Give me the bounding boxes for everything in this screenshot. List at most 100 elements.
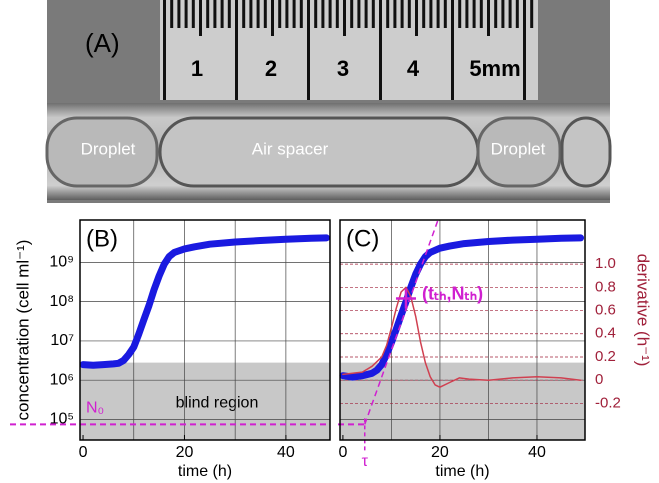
n0-label: N₀ <box>86 400 104 417</box>
x-tick-label: 0 <box>79 444 88 461</box>
ruler-tick <box>292 0 296 28</box>
y-tick-label: 10⁶ <box>50 371 74 388</box>
ruler-tick <box>249 0 253 28</box>
ruler-tick <box>206 0 210 28</box>
region-label: blind region <box>176 395 259 412</box>
y2-tick-label: 0.4 <box>595 325 616 342</box>
ruler-tick <box>508 0 512 28</box>
ruler-tick <box>213 0 217 28</box>
ruler-tick <box>299 0 303 28</box>
ruler-tick <box>501 0 505 28</box>
y-tick-label: 10⁹ <box>49 254 74 271</box>
droplet-shape <box>476 116 562 188</box>
ruler-tick <box>220 0 224 28</box>
ruler-tick <box>458 0 462 28</box>
ruler-tick <box>199 0 202 36</box>
y-tick-label: 10⁸ <box>49 293 74 310</box>
panel-label: (A) <box>85 28 120 58</box>
x-tick-label: 0 <box>338 444 347 461</box>
ruler-label: 5mm <box>469 56 520 81</box>
series-line <box>79 234 330 369</box>
ruler-tick <box>494 0 498 28</box>
ruler-ticks <box>163 0 534 100</box>
ruler-tick <box>350 0 354 28</box>
tau-label: τ <box>362 453 369 470</box>
ruler-tick <box>523 0 526 100</box>
ruler-tick <box>386 0 390 28</box>
ruler-tick <box>407 0 411 28</box>
y2-tick-label: -0.2 <box>595 394 621 411</box>
chart: 0 20 40 -0.2 0 0.2 0.4 0.6 0.8 1.0 τ (tₜₕ,Nₜₕ) (C) ti… <box>338 219 653 480</box>
ruler-tick <box>487 0 490 36</box>
ruler-tick <box>400 0 404 28</box>
ruler-tick <box>163 0 166 100</box>
ruler-label: 1 <box>191 56 203 81</box>
droplet-shape <box>45 116 159 188</box>
threshold-point <box>395 288 416 309</box>
photo-label: Droplet <box>491 139 546 158</box>
y2-tick-label: 0.2 <box>595 348 616 365</box>
x-tick-label: 20 <box>431 444 449 461</box>
x-tick-label: 20 <box>176 444 194 461</box>
ruler-tick <box>343 0 346 36</box>
y-tick-label: 10⁷ <box>50 332 74 349</box>
ruler-tick <box>278 0 282 28</box>
ruler-tick <box>227 0 231 28</box>
ruler-tick <box>451 0 454 100</box>
ruler-tick <box>335 0 339 28</box>
y-axis-label: concentration (cell ml⁻¹) <box>13 240 32 421</box>
photo-label: Droplet <box>81 139 136 158</box>
ruler-tick <box>436 0 440 28</box>
x-axis-label: time (h) <box>178 463 232 480</box>
ruler-tick <box>285 0 289 28</box>
ruler-label: 4 <box>407 56 420 81</box>
ruler-tick <box>465 0 469 28</box>
series-line <box>339 234 585 381</box>
ruler-tick <box>364 0 368 28</box>
y2-axis-label: derivative (h⁻¹) <box>634 254 653 367</box>
ruler-tick <box>371 0 375 28</box>
tangent-line <box>364 219 439 425</box>
ruler-tick <box>314 0 318 28</box>
ruler-tick <box>256 0 260 28</box>
ruler-tick <box>429 0 433 28</box>
y2-tick-label: 0.6 <box>595 302 616 319</box>
ruler-tick <box>307 0 310 100</box>
ruler-label: 3 <box>337 56 349 81</box>
ruler-tick <box>328 0 332 28</box>
y2-tick-label: 0.8 <box>595 278 616 295</box>
ruler-tick <box>443 0 447 28</box>
ruler-tick <box>242 0 246 28</box>
y2-tick-label: 1.0 <box>595 255 616 272</box>
y2-tick-label: 0 <box>595 371 603 388</box>
blind-region <box>340 362 585 440</box>
series-line <box>342 286 582 388</box>
threshold-label: (tₜₕ,Nₜₕ) <box>422 283 483 303</box>
ruler-tick <box>321 0 325 28</box>
ruler-tick <box>472 0 476 28</box>
ruler-tick <box>530 0 534 28</box>
ruler-tick <box>415 0 418 36</box>
panel-label: (B) <box>86 225 118 252</box>
blind-region <box>80 362 330 440</box>
ruler-label: 2 <box>265 56 277 81</box>
ruler-tick <box>479 0 483 28</box>
ruler-tick <box>357 0 361 28</box>
x-tick-label: 40 <box>277 444 295 461</box>
plot-frame <box>79 219 331 441</box>
x-tick-label: 40 <box>528 444 546 461</box>
plot-frame <box>339 219 586 441</box>
ruler-tick <box>170 0 174 28</box>
ruler-tick <box>393 0 397 28</box>
photo-panel: (A) 1 2 3 4 5mm Droplet Air spacer Dropl… <box>45 0 612 203</box>
x-axis-label: time (h) <box>435 463 489 480</box>
ruler-tick <box>191 0 195 28</box>
ruler-tick <box>379 0 382 100</box>
ruler-tick <box>422 0 426 28</box>
ruler-tick <box>271 0 274 36</box>
ruler-tick <box>177 0 181 28</box>
photo-label: Air spacer <box>252 139 329 158</box>
ruler-tick <box>263 0 267 28</box>
